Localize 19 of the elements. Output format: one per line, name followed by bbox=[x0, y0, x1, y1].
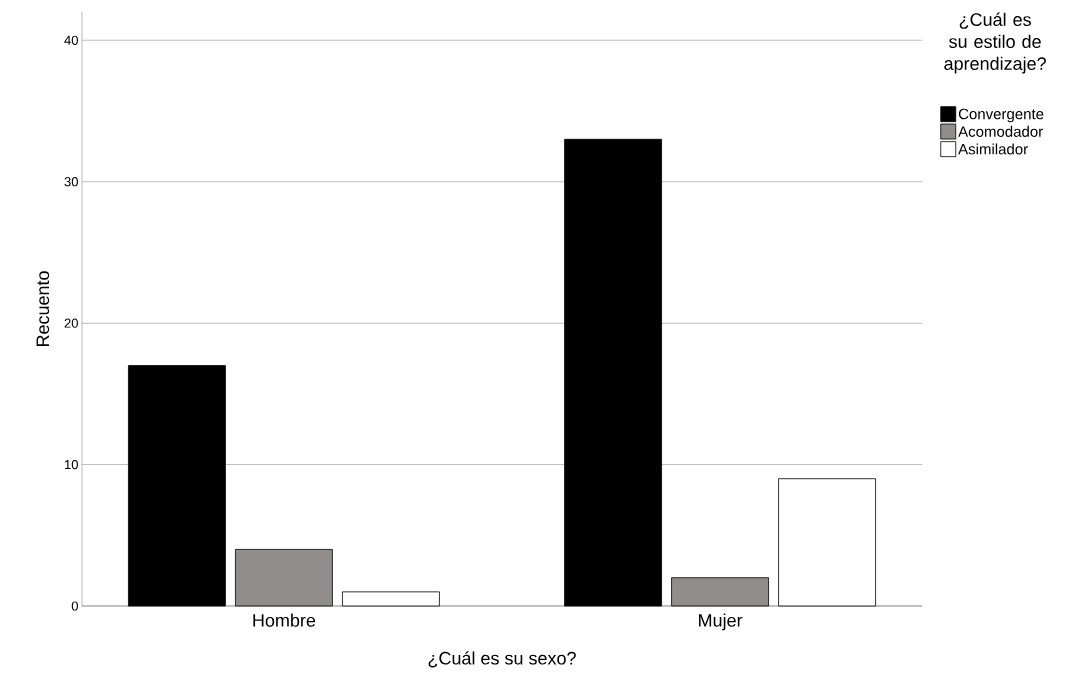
bar bbox=[671, 577, 769, 607]
legend-label: Acomodador bbox=[958, 125, 1043, 137]
y-tick-label: 10 bbox=[65, 459, 78, 470]
y-tick-label: 30 bbox=[64, 177, 78, 187]
bar bbox=[342, 591, 440, 607]
y-axis-title: Recuento bbox=[36, 271, 50, 347]
bar bbox=[564, 138, 662, 607]
legend-label: Convergente bbox=[958, 108, 1044, 123]
legend-label: Asimilador bbox=[958, 143, 1028, 155]
bar bbox=[235, 549, 333, 607]
x-tick-label: Mujer bbox=[699, 613, 743, 631]
y-tick-label: 20 bbox=[64, 318, 78, 328]
legend-title: ¿Cuál es su estilo de aprendizaje? bbox=[944, 12, 1046, 74]
y-tick-label: 0 bbox=[71, 601, 78, 611]
x-axis-title: ¿Cuál es su sexo? bbox=[428, 651, 576, 668]
bar bbox=[778, 478, 876, 607]
x-tick-label: Hombre bbox=[253, 613, 316, 627]
bar bbox=[128, 365, 226, 607]
y-tick-label: 40 bbox=[64, 35, 78, 45]
